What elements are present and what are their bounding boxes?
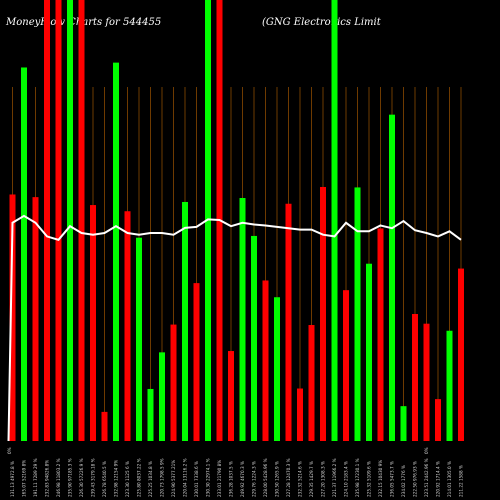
x-tick-label: 235.90 97185.3 % xyxy=(68,458,73,497)
x-tick-label: 220.04 13116.2 % xyxy=(183,458,188,497)
x-tick-label: 227.20 1308.3 % xyxy=(321,461,326,497)
x-tick-labels: 131.13 4972.8 % 165.07 52169 8% 191.11 728… xyxy=(10,458,464,497)
y-marker-right: 0% xyxy=(424,447,429,454)
x-tick-label: 229.35 1429.7 % xyxy=(309,461,314,497)
bar xyxy=(262,280,269,441)
x-tick-label: 131.13 4972.8 % xyxy=(10,461,15,497)
x-tick-label: 236.28 1037.5 % xyxy=(229,461,234,497)
x-tick-label: 236.05 5473.7 % xyxy=(390,461,395,497)
x-tick-label: 225.80 8037.22 % xyxy=(137,458,142,497)
x-tick-label: 222.50 976.93 % xyxy=(413,461,418,497)
x-tick-label: 221.37 11966.2 % xyxy=(332,458,337,497)
money-flow-line xyxy=(7,214,462,442)
x-tick-label: 235.98 17230.1 % xyxy=(355,458,360,497)
x-tick-label: 165.07 52169 8% xyxy=(22,460,27,497)
bar xyxy=(21,67,27,442)
x-tick-label: 246.98 11803.2 % xyxy=(56,458,61,497)
x-tick-label: 234.02 1776 % xyxy=(401,465,406,497)
x-tick-label: 249.92 4670.3 % xyxy=(240,461,245,497)
x-tick-label: 232.83 94826.8% xyxy=(45,460,50,497)
bar xyxy=(297,388,303,441)
bar xyxy=(320,186,326,441)
bar xyxy=(251,235,257,441)
x-tick-label: 230.01 7338.6 % xyxy=(194,461,199,497)
x-tick-label: 224.10 2183.4 % xyxy=(344,461,349,497)
bar xyxy=(90,205,96,441)
bar-series xyxy=(9,0,464,442)
bar xyxy=(101,411,108,441)
x-tick-label: 232.98 12154 9% xyxy=(114,460,119,497)
bar xyxy=(32,197,39,441)
bar xyxy=(366,263,372,441)
x-tick-label: 226.78 6540.5 % xyxy=(102,461,107,497)
bar xyxy=(377,228,384,441)
bar xyxy=(389,114,395,441)
bar xyxy=(331,0,338,441)
x-tick-label: 225.32 5109.6 % xyxy=(367,461,372,497)
bar xyxy=(435,399,441,441)
x-tick-label: 228.00 5428.96 % xyxy=(263,458,268,497)
x-tick-label: 223.30 1125 6 % xyxy=(125,461,130,497)
x-tick-label: 224.90 5377.21% xyxy=(171,460,176,497)
x-tick-label: 211.22 1588 % xyxy=(459,465,464,497)
bar xyxy=(239,198,246,441)
x-tick-label: 220.73 1798.5 9% xyxy=(160,458,165,497)
bar xyxy=(136,237,142,441)
bar xyxy=(170,324,177,441)
bar xyxy=(113,62,119,441)
bar xyxy=(9,194,16,441)
x-tick-label: 232.15 10430 9% xyxy=(378,460,383,497)
x-tick-label: 223.51 2442.96 % xyxy=(424,458,429,497)
x-tick-label: 191.11 7289 29 % xyxy=(33,458,38,497)
x-tick-label: 226.30 57226.9 % xyxy=(79,458,84,497)
x-tick-label: 230.50 1265.9 % xyxy=(275,461,280,497)
chart-title-right: (GNG Electronics Limit xyxy=(262,17,381,28)
bar xyxy=(400,406,407,441)
x-tick-label: 214.01 1305.0 % xyxy=(447,461,452,497)
x-tick-label: 239.43 3179.18 % xyxy=(91,458,96,497)
bar xyxy=(228,351,234,441)
x-tick-label: 225.25 1034.8 % xyxy=(148,461,153,497)
x-tick-label: 227.28 12470.3 % xyxy=(286,458,291,497)
y-marker-left: 0% xyxy=(7,447,12,454)
x-tick-label: 232.32 5214.6 % xyxy=(298,461,303,497)
bar xyxy=(159,352,165,441)
x-tick-label: 233.01 21790 8% xyxy=(217,460,222,497)
x-tick-label: 229.76 1224.3 % xyxy=(252,461,257,497)
bar xyxy=(423,323,430,441)
bar xyxy=(308,325,315,441)
bar xyxy=(193,283,200,441)
bar xyxy=(274,297,280,441)
bar xyxy=(55,0,62,441)
bar xyxy=(147,388,154,441)
bar xyxy=(458,268,464,441)
x-tick-label: 220.92 1714.4 % xyxy=(436,461,441,497)
bar xyxy=(343,290,349,441)
bar xyxy=(354,187,361,441)
bar xyxy=(412,313,418,441)
bar xyxy=(182,201,188,441)
x-tick-label: 230.30 22974.1 % xyxy=(206,458,211,497)
bar xyxy=(124,211,131,441)
bar xyxy=(78,0,85,441)
bar xyxy=(44,0,50,441)
bar xyxy=(285,203,292,441)
bar xyxy=(446,330,453,441)
bar xyxy=(67,0,73,441)
